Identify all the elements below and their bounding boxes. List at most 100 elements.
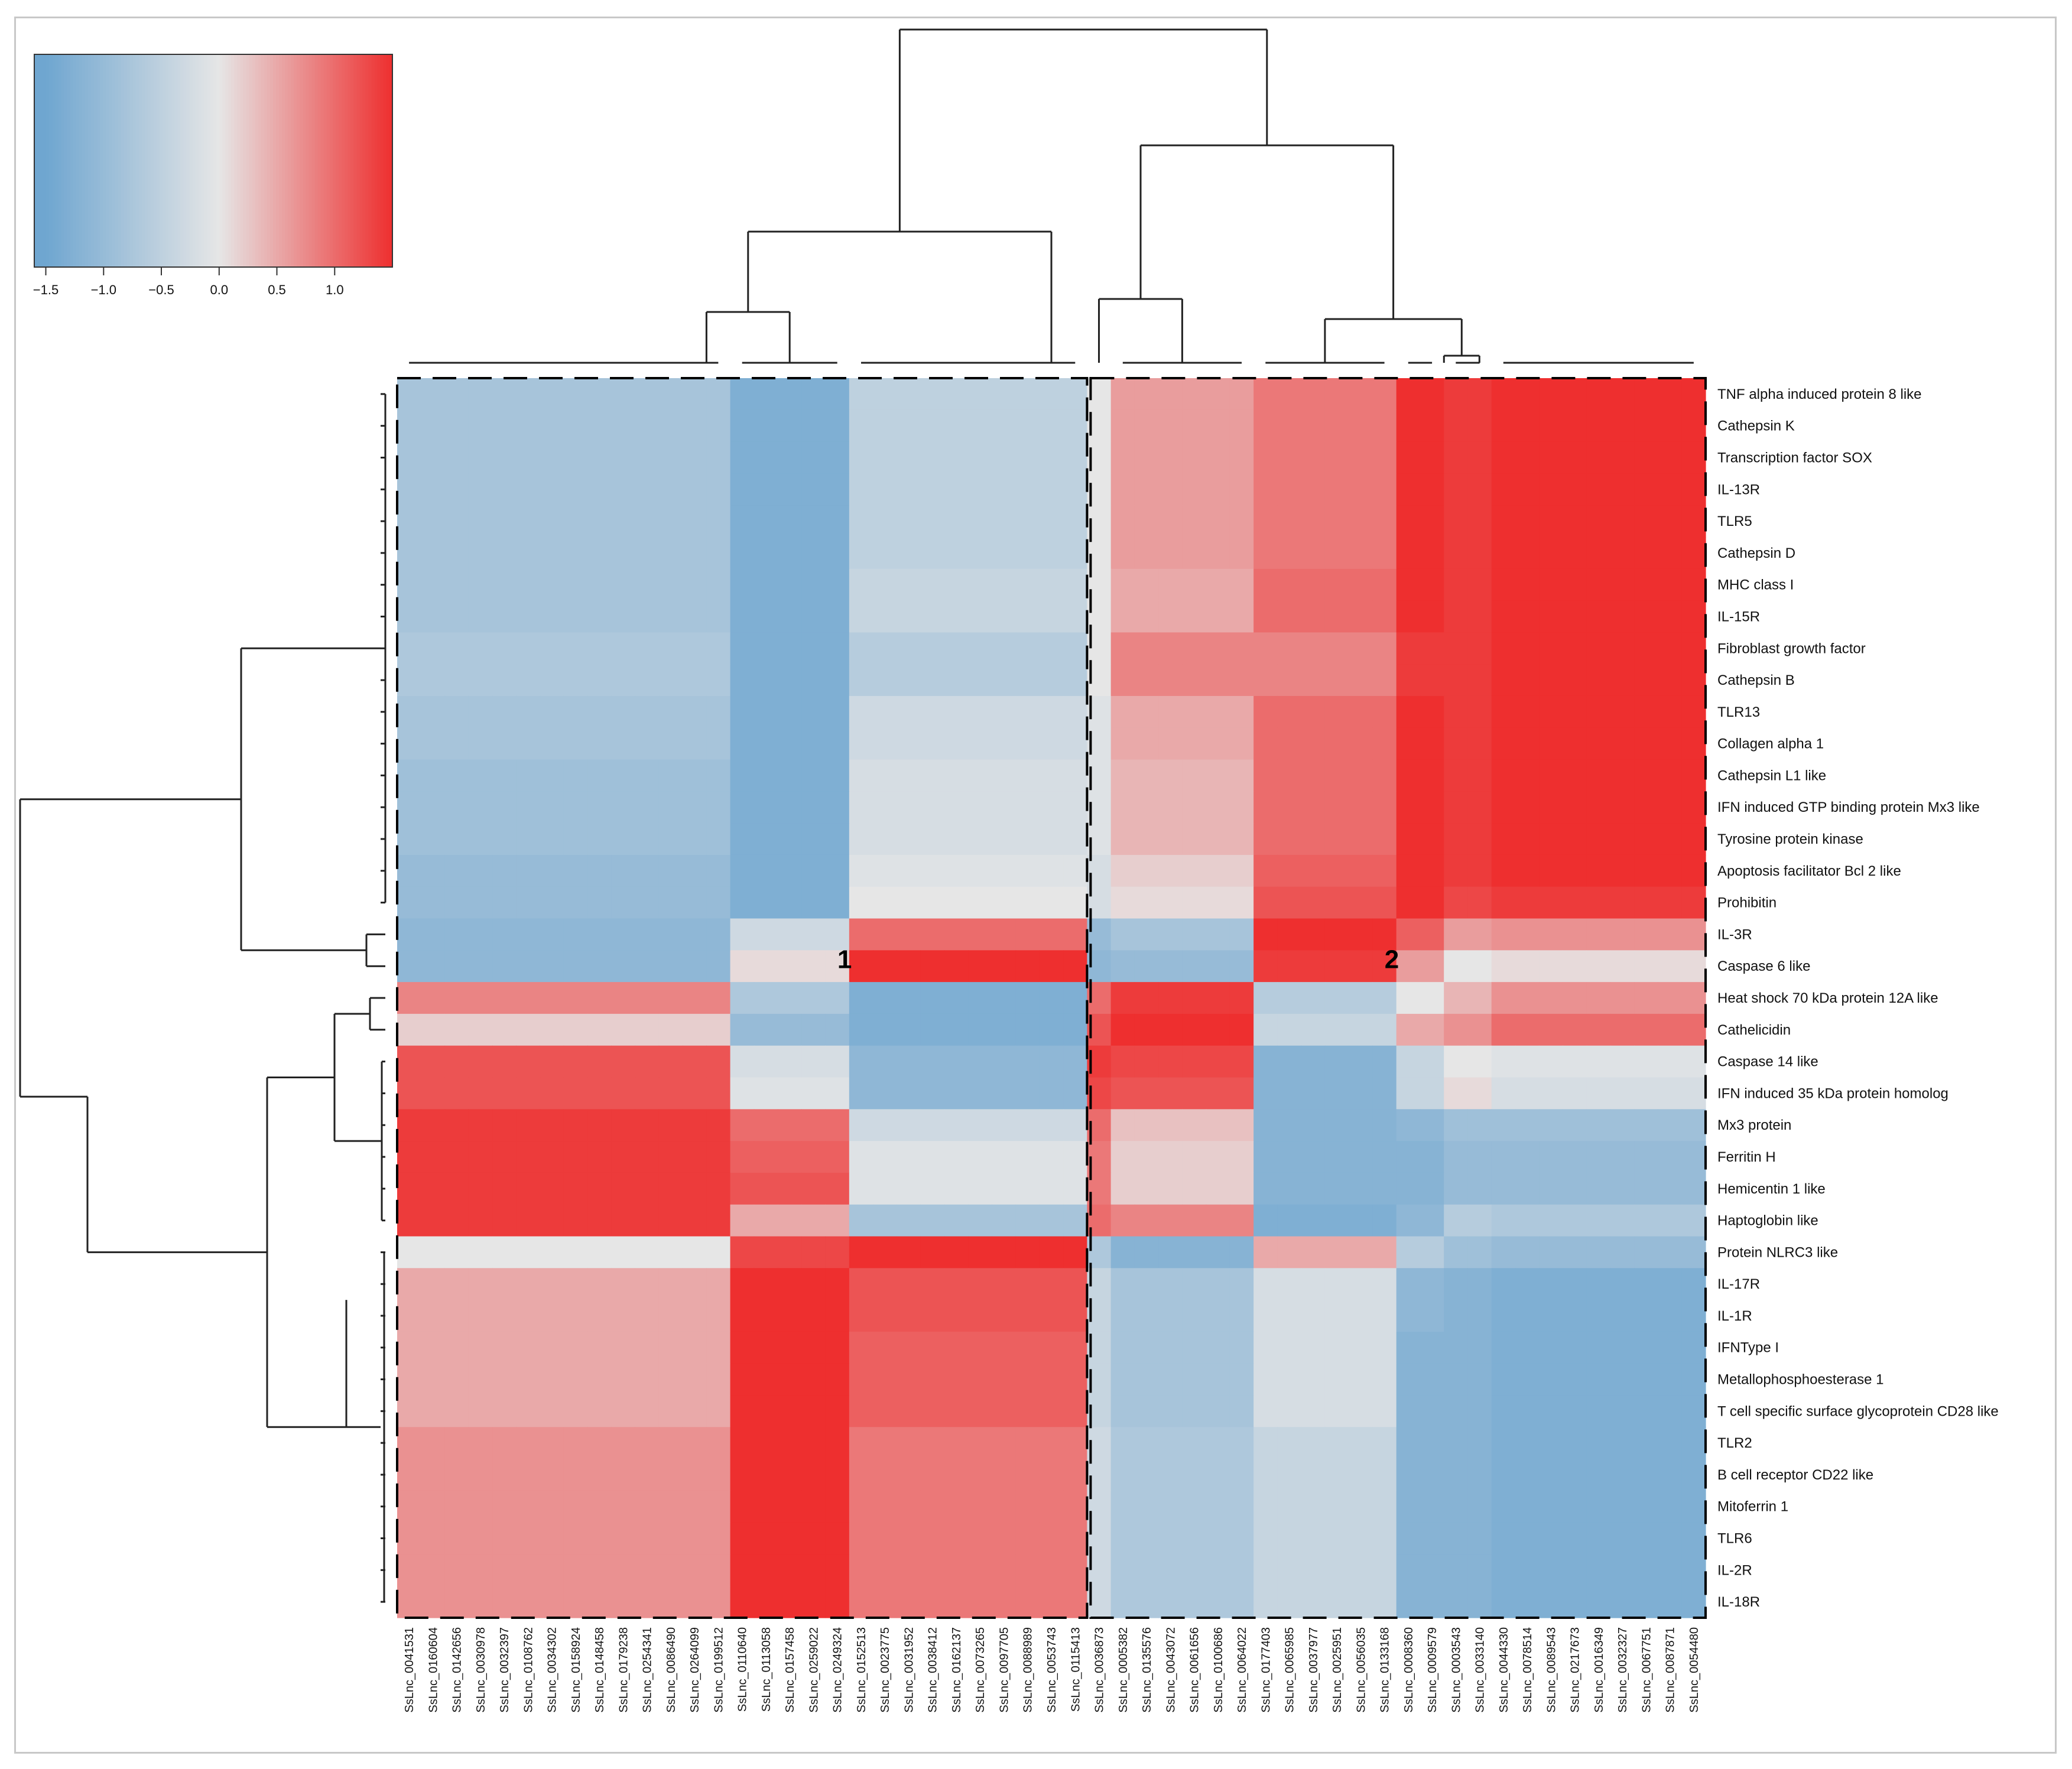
heatmap-cell xyxy=(1253,664,1278,697)
heatmap-cell xyxy=(516,823,541,856)
heatmap-cell xyxy=(611,1141,636,1173)
heatmap-cell xyxy=(1634,950,1659,983)
heatmap-cell xyxy=(778,1586,802,1618)
heatmap-cell xyxy=(1253,632,1278,665)
heatmap-cell xyxy=(587,505,612,538)
heatmap-cell xyxy=(897,378,921,411)
heatmap-cell xyxy=(1253,1077,1278,1110)
heatmap-cell xyxy=(1063,1459,1087,1491)
heatmap-cell xyxy=(1015,441,1040,474)
column-label: SsLnc_0041531 xyxy=(403,1627,416,1713)
heatmap-cell xyxy=(873,1141,897,1173)
heatmap-cell xyxy=(1253,1427,1278,1459)
heatmap-cell xyxy=(1444,1427,1469,1459)
heatmap-cell xyxy=(801,1172,826,1205)
heatmap-cell xyxy=(1301,1204,1326,1237)
heatmap-cell xyxy=(706,505,731,538)
heatmap-cell xyxy=(421,568,446,601)
heatmap-cell xyxy=(1206,1300,1230,1332)
heatmap-cell xyxy=(801,378,826,411)
heatmap-cell xyxy=(1063,791,1087,824)
heatmap-cell xyxy=(468,1522,493,1555)
heatmap-cell xyxy=(1182,1172,1207,1205)
heatmap-cell xyxy=(1110,1013,1135,1046)
heatmap-cell xyxy=(920,1490,945,1523)
heatmap-cell xyxy=(1515,1586,1540,1618)
heatmap-cell xyxy=(421,695,446,729)
heatmap-cell xyxy=(920,505,945,538)
heatmap-cell xyxy=(540,1395,564,1427)
heatmap-cell xyxy=(778,759,802,792)
heatmap-cell xyxy=(1491,441,1516,474)
heatmap-cell xyxy=(421,1395,446,1427)
color-key-swatch xyxy=(297,54,301,267)
heatmap-cell xyxy=(1134,823,1159,856)
heatmap-cell xyxy=(1253,1459,1278,1491)
heatmap-cell xyxy=(1539,695,1564,729)
heatmap-cell xyxy=(1444,854,1469,887)
heatmap-cell xyxy=(540,1331,564,1364)
heatmap-cell xyxy=(1515,950,1540,983)
heatmap-cell xyxy=(683,982,707,1014)
heatmap-cell xyxy=(1444,1554,1469,1586)
heatmap-cell xyxy=(563,1077,588,1110)
heatmap-cell xyxy=(1372,1109,1397,1142)
heatmap-cell xyxy=(1634,1586,1659,1618)
heatmap-cell xyxy=(920,632,945,665)
heatmap-cell xyxy=(1586,1459,1611,1491)
heatmap-cell xyxy=(1610,568,1635,601)
heatmap-cell xyxy=(1563,1490,1587,1523)
row-label: Cathepsin K xyxy=(1717,418,1795,434)
column-label: SsLnc_0133168 xyxy=(1379,1627,1392,1713)
heatmap-cell xyxy=(1610,632,1635,665)
heatmap-cell xyxy=(1277,759,1302,792)
heatmap-cell xyxy=(849,1013,873,1046)
heatmap-cell xyxy=(397,1300,421,1332)
row-label: TNF alpha induced protein 8 like xyxy=(1717,386,1922,402)
heatmap-cell xyxy=(1015,791,1040,824)
column-label: SsLnc_0078514 xyxy=(1521,1627,1534,1713)
row-label: TLR6 xyxy=(1717,1531,1752,1547)
heatmap-cell xyxy=(1396,1013,1421,1046)
heatmap-cell xyxy=(635,1427,660,1459)
heatmap-cell xyxy=(516,1109,541,1142)
heatmap-cell xyxy=(1182,1045,1207,1078)
heatmap-cell xyxy=(1634,982,1659,1014)
column-label: SsLnc_0038412 xyxy=(927,1627,940,1713)
heatmap-cell xyxy=(849,1522,873,1555)
heatmap-cell xyxy=(563,1554,588,1586)
heatmap-cell xyxy=(516,1045,541,1078)
heatmap-cell xyxy=(1467,1109,1492,1142)
heatmap-cell xyxy=(1634,1300,1659,1332)
heatmap-cell xyxy=(1301,1459,1326,1491)
heatmap-cell xyxy=(1372,727,1397,760)
heatmap-cell xyxy=(849,1236,873,1269)
heatmap-cell xyxy=(1372,409,1397,443)
heatmap-cell xyxy=(1182,791,1207,824)
heatmap-cell xyxy=(897,950,921,983)
heatmap-cell xyxy=(1063,1427,1087,1459)
heatmap-cell xyxy=(1539,600,1564,633)
heatmap-cell xyxy=(1277,1204,1302,1237)
heatmap-cell xyxy=(920,1013,945,1046)
heatmap-cell xyxy=(825,664,850,697)
heatmap-cell xyxy=(1039,1109,1064,1142)
heatmap-cell xyxy=(1658,1300,1683,1332)
row-label: IFN induced 35 kDa protein homolog xyxy=(1717,1085,1948,1101)
heatmap-cell xyxy=(1634,1363,1659,1396)
heatmap-cell xyxy=(1158,664,1183,697)
heatmap-cell xyxy=(801,600,826,633)
heatmap-cell xyxy=(444,1204,469,1237)
heatmap-cell xyxy=(1491,1331,1516,1364)
heatmap-cell xyxy=(801,441,826,474)
heatmap-cell xyxy=(468,505,493,538)
heatmap-cell xyxy=(397,664,421,697)
heatmap-cell xyxy=(1586,568,1611,601)
heatmap-cell xyxy=(944,600,969,633)
heatmap-cell xyxy=(1253,759,1278,792)
row-label: T cell specific surface glycoprotein CD2… xyxy=(1717,1403,1999,1419)
heatmap-cell xyxy=(444,1459,469,1491)
heatmap-cell xyxy=(1206,982,1230,1014)
heatmap-cell xyxy=(683,1586,707,1618)
heatmap-cell xyxy=(1658,1459,1683,1491)
